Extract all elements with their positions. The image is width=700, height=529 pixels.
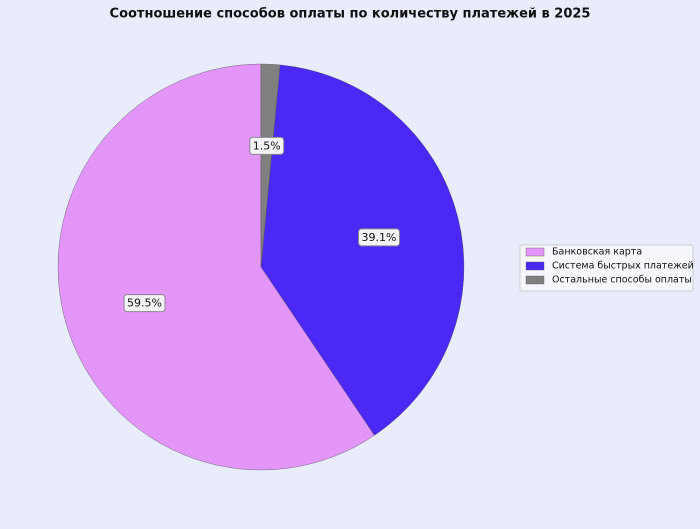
pie-slice: [260, 64, 465, 436]
pie-slice: [57, 63, 375, 471]
legend-box: [519, 244, 694, 292]
legend-swatch: [525, 261, 545, 271]
data-label: 1.5%: [253, 139, 281, 152]
legend: Банковская карта Система быстрых платежей…: [519, 244, 694, 292]
legend-swatch: [525, 275, 545, 285]
data-label: 59.5%: [127, 297, 162, 310]
chart-title: Соотношение способов оплаты по количеств…: [110, 7, 591, 22]
legend-label: Система быстрых платежей: [552, 261, 694, 272]
legend-swatch: [525, 247, 545, 257]
data-label: 39.1%: [362, 231, 397, 244]
label-box: [123, 294, 166, 313]
label-box: [249, 136, 285, 155]
slice-label: 59.5%: [123, 294, 166, 313]
slice-label: 1.5%: [249, 136, 285, 155]
label-box: [358, 228, 401, 247]
slice-label: 39.1%: [358, 228, 401, 247]
legend-label: Банковская карта: [552, 247, 642, 258]
legend-label: Остальные способы оплаты: [552, 275, 692, 286]
pie-slice: [260, 63, 281, 268]
